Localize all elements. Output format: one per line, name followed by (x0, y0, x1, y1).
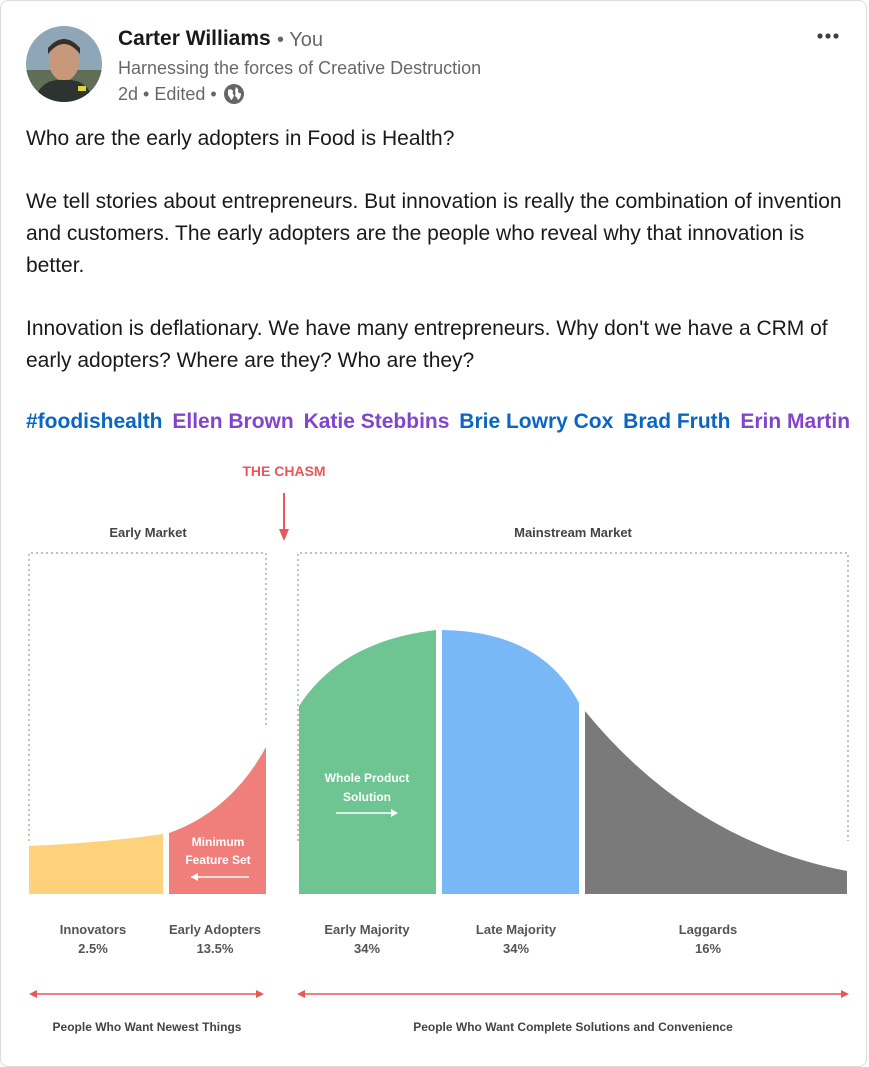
post-paragraph: Who are the early adopters in Food is He… (26, 127, 455, 150)
mention-link[interactable]: Brad Fruth (623, 410, 731, 433)
segment-laggards[interactable] (585, 711, 847, 894)
mainstream-span-arrow-right (841, 990, 849, 998)
whole-product-label-1: Whole Product (325, 771, 410, 785)
segment-percent: 34% (354, 941, 380, 956)
minimum-feature-arrow-head (191, 873, 198, 881)
post-meta: 2d • Edited • (118, 83, 245, 105)
segment-label: Innovators (60, 922, 126, 937)
segment-percent: 2.5% (78, 941, 108, 956)
mention-link[interactable]: Erin Martin (740, 410, 851, 433)
segment-early-majority[interactable] (299, 630, 436, 894)
mention-link[interactable]: Ellen Brown (172, 410, 294, 433)
author-relation: • You (277, 29, 323, 51)
more-options-button[interactable] (816, 21, 840, 47)
bottom-label-mainstream: People Who Want Complete Solutions and C… (413, 1020, 733, 1034)
minimum-feature-label-1: Minimum (192, 835, 245, 849)
segment-innovators[interactable] (29, 834, 163, 894)
post-time: 2d • Edited • (118, 83, 217, 104)
market-label-mainstream: Mainstream Market (514, 525, 632, 540)
mention-link[interactable]: Brie Lowry Cox (459, 410, 614, 433)
early-market-box (28, 552, 267, 841)
segment-label: Early Majority (324, 922, 410, 937)
author-headline: Harnessing the forces of Creative Destru… (118, 58, 482, 78)
early-span-arrow-right (256, 990, 264, 998)
segment-label: Laggards (679, 922, 738, 937)
chasm-label: THE CHASM (242, 463, 325, 479)
early-span-arrow-left (29, 990, 37, 998)
segment-label: Late Majority (476, 922, 557, 937)
segment-percent: 13.5% (197, 941, 234, 956)
avatar-image (26, 26, 102, 102)
hashtag-link[interactable]: #foodishealth (26, 410, 163, 433)
post-tags: #foodishealth Ellen Brown Katie Stebbins… (26, 406, 854, 438)
author-name[interactable]: Carter Williams (118, 27, 271, 50)
market-label-early: Early Market (109, 525, 187, 540)
post-paragraph: We tell stories about entrepreneurs. But… (26, 190, 842, 277)
segment-percent: 34% (503, 941, 529, 956)
minimum-feature-label-2: Feature Set (185, 853, 250, 867)
post-body: Who are the early adopters in Food is He… (26, 123, 846, 408)
segment-percent: 16% (695, 941, 721, 956)
adoption-curve-chart[interactable]: THE CHASM Early Market Mainstream Market… (1, 441, 868, 1061)
bottom-label-early: People Who Want Newest Things (53, 1020, 242, 1034)
segment-label: Early Adopters (169, 922, 261, 937)
mention-link[interactable]: Katie Stebbins (303, 410, 450, 433)
chasm-arrow-head (279, 529, 289, 541)
mainstream-span-arrow-left (297, 990, 305, 998)
globe-icon (223, 83, 245, 105)
segment-early-adopters[interactable] (169, 747, 266, 894)
whole-product-label-2: Solution (343, 790, 391, 804)
segment-late-majority[interactable] (442, 630, 579, 894)
ellipsis-icon (817, 33, 839, 39)
whole-product-arrow-head (391, 809, 398, 817)
mainstream-market-box (297, 552, 849, 841)
avatar[interactable] (26, 26, 102, 102)
post-paragraph: Innovation is deflationary. We have many… (26, 317, 828, 372)
